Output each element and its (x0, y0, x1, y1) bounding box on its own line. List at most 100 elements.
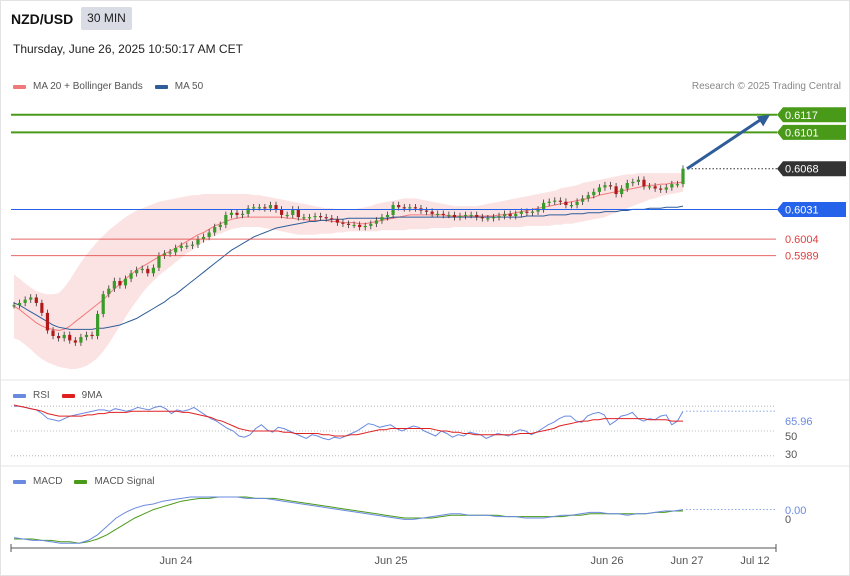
candle-body (670, 184, 674, 188)
candle-body (592, 191, 596, 196)
legend-label-rsi: RSI (33, 390, 50, 401)
candle-body (12, 305, 16, 307)
candle-body (246, 208, 250, 214)
candle-body (625, 183, 629, 189)
candle-body (168, 252, 172, 254)
candle-body (123, 278, 128, 286)
legend-swatch-ma50 (154, 84, 168, 89)
candle-body (274, 205, 278, 210)
rsi-line (14, 405, 684, 441)
candle-body (335, 219, 339, 223)
candle-body (413, 207, 417, 209)
candle-body (659, 188, 663, 190)
candle-body (129, 273, 133, 279)
candle-body (408, 207, 412, 209)
candle-body (252, 207, 256, 209)
candle-body (452, 214, 457, 218)
candle-body (553, 200, 557, 202)
candle-body (324, 217, 328, 219)
candle-body (296, 209, 300, 218)
level-label-0.6068: 0.6068 (785, 164, 819, 176)
candle-body (90, 334, 94, 337)
candle-body (614, 186, 618, 195)
symbol-title: NZD/USD (11, 11, 74, 27)
level-label-0.6117: 0.6117 (785, 110, 818, 122)
candle-body (23, 299, 27, 303)
x-tick-label-4: Jul 12 (740, 555, 769, 567)
candle-body (458, 216, 462, 218)
candle-body (586, 195, 590, 199)
candle-body (140, 268, 144, 271)
candle-body (525, 211, 529, 213)
candle-body (564, 201, 568, 206)
candle-body (346, 223, 351, 225)
ma50-line (13, 205, 684, 330)
candle-body (436, 213, 440, 216)
legend-item-macd-signal: MACD Signal (74, 476, 154, 487)
legend-label-ma50: MA 50 (174, 81, 204, 92)
candle-body (213, 227, 217, 233)
candle-body (391, 205, 395, 215)
candle-body (480, 217, 484, 219)
candle-body (374, 220, 378, 224)
candle-body (475, 214, 479, 218)
macd-last-value: 0.00 (785, 505, 806, 517)
candle-body (263, 207, 267, 209)
projection-arrow-shaft (686, 117, 763, 170)
timeframe-button[interactable]: 30 MIN (81, 7, 132, 30)
candle-body (664, 187, 668, 190)
candle-body (441, 213, 445, 216)
candle-body (174, 247, 178, 253)
candle-body (447, 214, 451, 217)
candle-body (497, 216, 501, 218)
candle-body (486, 218, 490, 220)
candle-body (385, 214, 390, 218)
level-tag-0.6031 (777, 201, 846, 217)
candle-body (235, 212, 239, 215)
rsi-legend: RSI 9MA (13, 390, 114, 401)
candle-body (569, 205, 574, 207)
level-label-0.6031: 0.6031 (785, 204, 819, 216)
legend-label-ma20: MA 20 + Bollinger Bands (33, 81, 143, 92)
macd-line (13, 496, 684, 544)
candle-body (84, 334, 89, 338)
x-tick-label-2: Jun 26 (590, 555, 623, 567)
candle-body (73, 340, 77, 343)
candle-body (146, 268, 150, 274)
candle-body (207, 232, 211, 237)
candle-body (201, 236, 206, 240)
candle-body (620, 188, 624, 195)
candle-body (179, 245, 183, 248)
level-tag-0.6068 (777, 161, 846, 177)
candle-body (369, 223, 373, 226)
candle-body (224, 214, 228, 225)
level-tag-0.6101 (777, 124, 846, 140)
legend-item-rsi: RSI (13, 390, 50, 401)
candle-body (430, 211, 434, 214)
macd-legend: MACD MACD Signal (13, 476, 166, 487)
candle-body (558, 200, 562, 202)
rsi-last-value: 65.96 (785, 416, 813, 428)
level-label-0.5989: 0.5989 (785, 251, 819, 263)
candle-body (631, 181, 635, 184)
candle-body (424, 210, 429, 212)
x-tick-label-1: Jun 25 (374, 555, 407, 567)
candle-body (503, 213, 507, 217)
candle-body (536, 209, 540, 212)
candle-body (307, 217, 312, 219)
candle-body (96, 313, 100, 336)
legend-item-ma20: MA 20 + Bollinger Bands (13, 81, 143, 92)
candle-body (190, 244, 194, 246)
candle-body (542, 202, 546, 210)
level-label-0.6004: 0.6004 (785, 234, 819, 246)
macd-tick-0: 0 (785, 514, 791, 526)
candle-body (79, 337, 83, 343)
candle-body (608, 185, 613, 187)
candle-body (112, 280, 116, 289)
candle-body (358, 224, 362, 228)
candle-body (218, 224, 222, 228)
rsi-tick-50: 50 (785, 431, 797, 443)
x-tick-label-3: Jun 27 (670, 555, 703, 567)
candle-body (313, 216, 317, 218)
